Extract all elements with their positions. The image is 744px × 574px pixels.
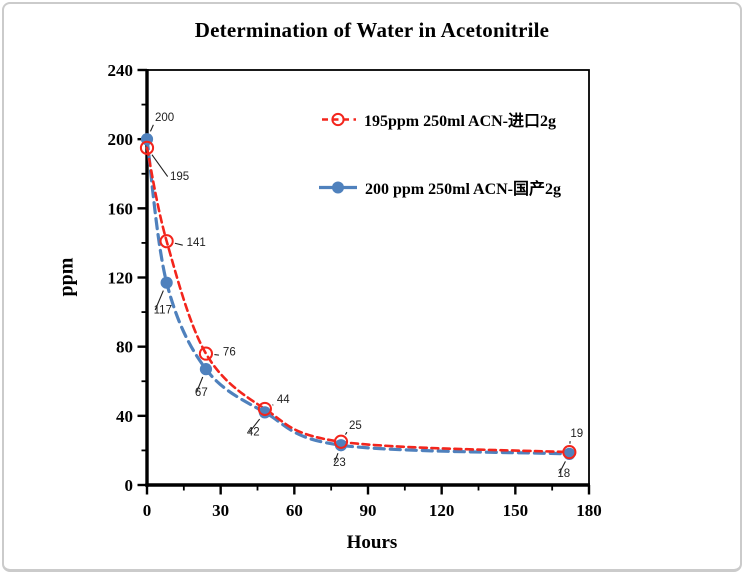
x-tick-label: 30 — [212, 501, 229, 520]
x-tick-label: 120 — [429, 501, 455, 520]
chart-title: Determination of Water in Acetonitrile — [194, 18, 550, 42]
legend-entry-domestic: 200 ppm 250ml ACN-国产2g — [318, 175, 561, 199]
point-label: 23 — [333, 457, 346, 469]
data-point-marker-1 — [160, 276, 173, 289]
x-axis-title: Hours — [346, 532, 398, 553]
y-tick-label: 80 — [116, 338, 133, 357]
y-tick-label: 200 — [108, 130, 134, 149]
x-tick-label: 90 — [360, 501, 377, 520]
point-label-leader — [214, 354, 220, 356]
data-point-marker-0 — [333, 434, 349, 449]
point-label-leader — [151, 154, 169, 177]
point-label-leader — [558, 461, 566, 474]
point-label: 200 — [155, 112, 174, 124]
x-tick-label: 180 — [576, 501, 602, 520]
red-dashed-open-circle-icon — [322, 112, 356, 126]
data-point-marker-0 — [159, 234, 174, 249]
data-point-marker-1 — [334, 439, 348, 452]
blue-line-filled-circle-icon — [319, 181, 357, 193]
point-label: 195 — [170, 171, 189, 183]
point-label-leader — [248, 418, 261, 433]
y-axis-title: ppm — [55, 257, 78, 297]
x-tick-label: 60 — [286, 501, 303, 520]
point-label-leader — [333, 452, 339, 463]
point-label-leader — [174, 242, 183, 246]
plot-frame — [146, 69, 590, 486]
data-point-marker-0 — [562, 445, 577, 460]
y-tick-label: 120 — [108, 269, 134, 288]
data-point-marker-0 — [257, 401, 272, 417]
point-label: 18 — [557, 468, 570, 480]
series-line-0 — [145, 146, 571, 454]
point-label: 25 — [349, 420, 362, 432]
point-label: 44 — [277, 394, 290, 406]
data-point-marker-0 — [139, 140, 155, 155]
data-point-marker-0 — [198, 346, 214, 361]
point-label: 76 — [223, 347, 236, 359]
data-point-marker-1 — [258, 406, 271, 419]
point-label-leader — [344, 431, 348, 435]
series-line-1 — [145, 137, 571, 456]
data-point-marker-1 — [199, 363, 213, 376]
legend-label-imported: 195ppm 250ml ACN-进口2g — [364, 113, 557, 130]
point-label: 67 — [195, 387, 208, 399]
y-tick-label: 0 — [125, 476, 134, 495]
y-tick-label: 40 — [116, 407, 133, 426]
point-label: 117 — [154, 305, 172, 317]
point-label-leader — [154, 290, 164, 311]
point-label-leader — [195, 376, 204, 393]
point-label-leader — [149, 124, 154, 132]
legend-label-domestic: 200 ppm 250ml ACN-国产2g — [365, 181, 562, 198]
x-tick-label: 0 — [143, 501, 152, 520]
point-label: 141 — [187, 237, 206, 249]
point-label: 19 — [570, 428, 583, 440]
point-label: 42 — [247, 426, 260, 438]
legend-entry-imported: 195ppm 250ml ACN-进口2g — [321, 107, 556, 131]
y-tick-label: 240 — [108, 61, 134, 80]
y-tick-label: 160 — [108, 199, 134, 218]
x-tick-label: 150 — [503, 501, 529, 520]
